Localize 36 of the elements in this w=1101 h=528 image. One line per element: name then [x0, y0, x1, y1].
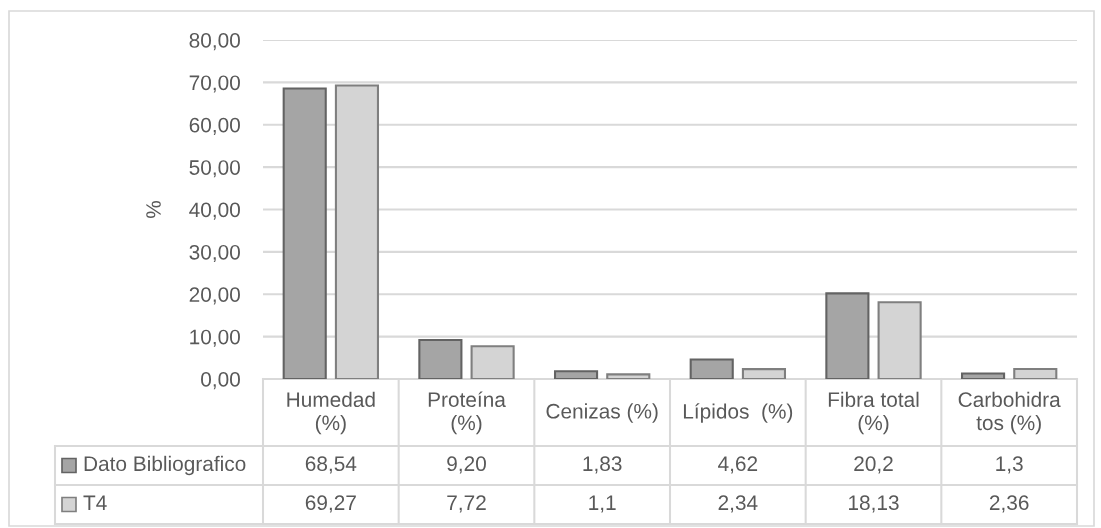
y-tick-label: 80,00: [189, 33, 240, 51]
y-axis-title: %: [146, 200, 161, 219]
y-tick-label: 40,00: [189, 202, 240, 220]
bar: [689, 358, 734, 379]
y-tick-label: 30,00: [189, 244, 240, 263]
y-tick-label: 20,00: [189, 287, 240, 305]
bar: [960, 372, 1006, 379]
y-tick-label: 0,00: [201, 372, 240, 390]
data-label: 9,20: [447, 456, 486, 474]
data-label: 2,36: [989, 495, 1029, 513]
bar: [553, 370, 599, 379]
bar: [282, 87, 327, 379]
data-label: 69,27: [305, 495, 356, 513]
data-label: 68,54: [305, 456, 357, 474]
data-label: 18,13: [849, 495, 899, 513]
y-tick-label: 10,00: [190, 329, 240, 347]
data-label: 4,62: [718, 456, 758, 474]
y-tick-label: 50,00: [189, 160, 240, 178]
legend-label: Dato Bibliografico: [84, 455, 246, 476]
data-label: 2,34: [718, 495, 758, 513]
x-tick-label: Proteína (%): [428, 391, 506, 435]
x-tick-label: Humedad (%): [287, 391, 375, 435]
x-tick-label: Cenizas (%): [546, 403, 658, 423]
data-label: 1,3: [996, 456, 1023, 474]
y-tick-label: 70,00: [189, 75, 240, 93]
data-label: 20,2: [854, 456, 893, 474]
x-tick-label: Carbohidra tos (%): [958, 391, 1061, 435]
x-tick-label: Fibra total (%): [828, 391, 919, 435]
data-label: 1,1: [589, 495, 616, 513]
x-tick-label: Lípidos (%): [683, 403, 793, 423]
data-label: 1,83: [583, 456, 622, 474]
data-label: 7,72: [447, 495, 486, 513]
y-tick-label: 60,00: [189, 117, 240, 135]
bar: [825, 292, 870, 379]
legend-label: T4: [83, 495, 107, 510]
bar: [418, 338, 463, 379]
